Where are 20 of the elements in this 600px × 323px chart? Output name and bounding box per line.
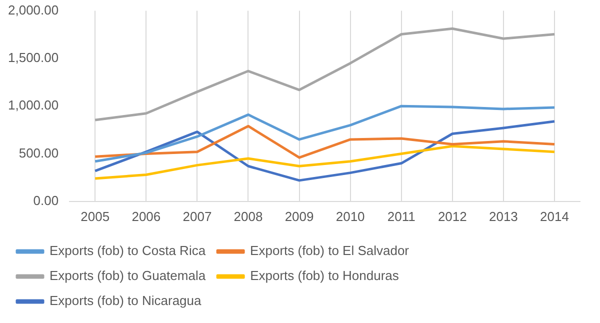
y-tick-label: 1,500.00 [8, 50, 59, 66]
legend-label: Exports (fob) to Guatemala [50, 268, 206, 284]
x-tick-label: 2008 [234, 208, 263, 224]
y-tick-label: 0.00 [33, 192, 59, 208]
y-tick-label: 2,000.00 [8, 2, 59, 18]
x-tick-label: 2010 [336, 208, 365, 224]
x-tick-label: 2005 [80, 208, 110, 224]
legend-label: Exports (fob) to Nicaragua [50, 293, 202, 308]
x-tick-label: 2013 [488, 208, 518, 224]
x-tick-label: 2012 [438, 208, 467, 224]
legend-label: Exports (fob) to Honduras [250, 268, 400, 284]
legend-label: Exports (fob) to Costa Rica [50, 243, 206, 258]
x-tick-label: 2011 [387, 208, 416, 224]
legend-label: Exports (fob) to El Salvador [250, 243, 410, 258]
x-tick-label: 2009 [284, 208, 314, 224]
x-tick-label: 2014 [540, 208, 569, 224]
y-tick-label: 500.00 [18, 145, 59, 160]
x-tick-label: 2006 [132, 208, 161, 224]
x-tick-label: 2007 [182, 208, 212, 224]
y-tick-label: 1,000.00 [8, 98, 59, 113]
